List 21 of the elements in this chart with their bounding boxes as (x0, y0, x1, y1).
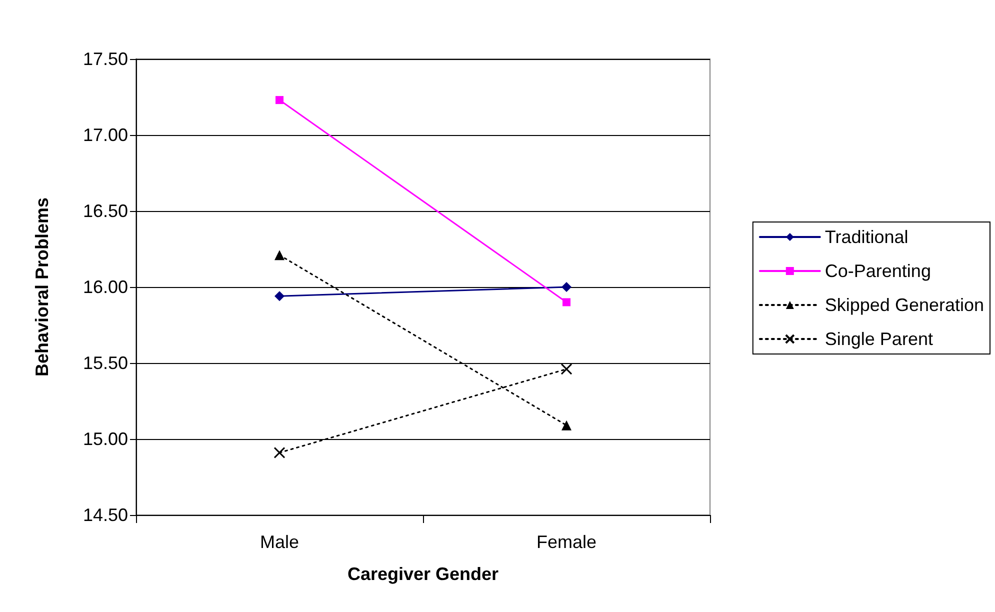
point (276, 96, 284, 104)
y-axis-title: Behavioral Problems (32, 197, 52, 377)
y-tick-label: 17.50 (82, 49, 128, 69)
y-tick-label: 15.50 (82, 353, 128, 373)
point (562, 282, 572, 292)
x-tick-label: Male (260, 532, 300, 552)
legend-label: Traditional (824, 227, 908, 247)
y-tick-label: 16.50 (82, 201, 128, 221)
point (274, 446, 286, 458)
legend-label: Single Parent (824, 329, 933, 349)
x-tick-label: Female (536, 532, 597, 552)
x-axis-title: Caregiver Gender (347, 564, 499, 584)
point (274, 291, 284, 302)
y-tick-label: 14.50 (82, 505, 128, 525)
legend-label: Co-Parenting (824, 261, 931, 281)
point (560, 363, 572, 375)
point (562, 298, 570, 306)
legend-label: Skipped Generation (824, 295, 984, 315)
y-tick-label: 17.00 (82, 125, 128, 145)
y-tick-label: 15.00 (82, 429, 128, 449)
y-tick-label: 16.00 (82, 277, 128, 297)
